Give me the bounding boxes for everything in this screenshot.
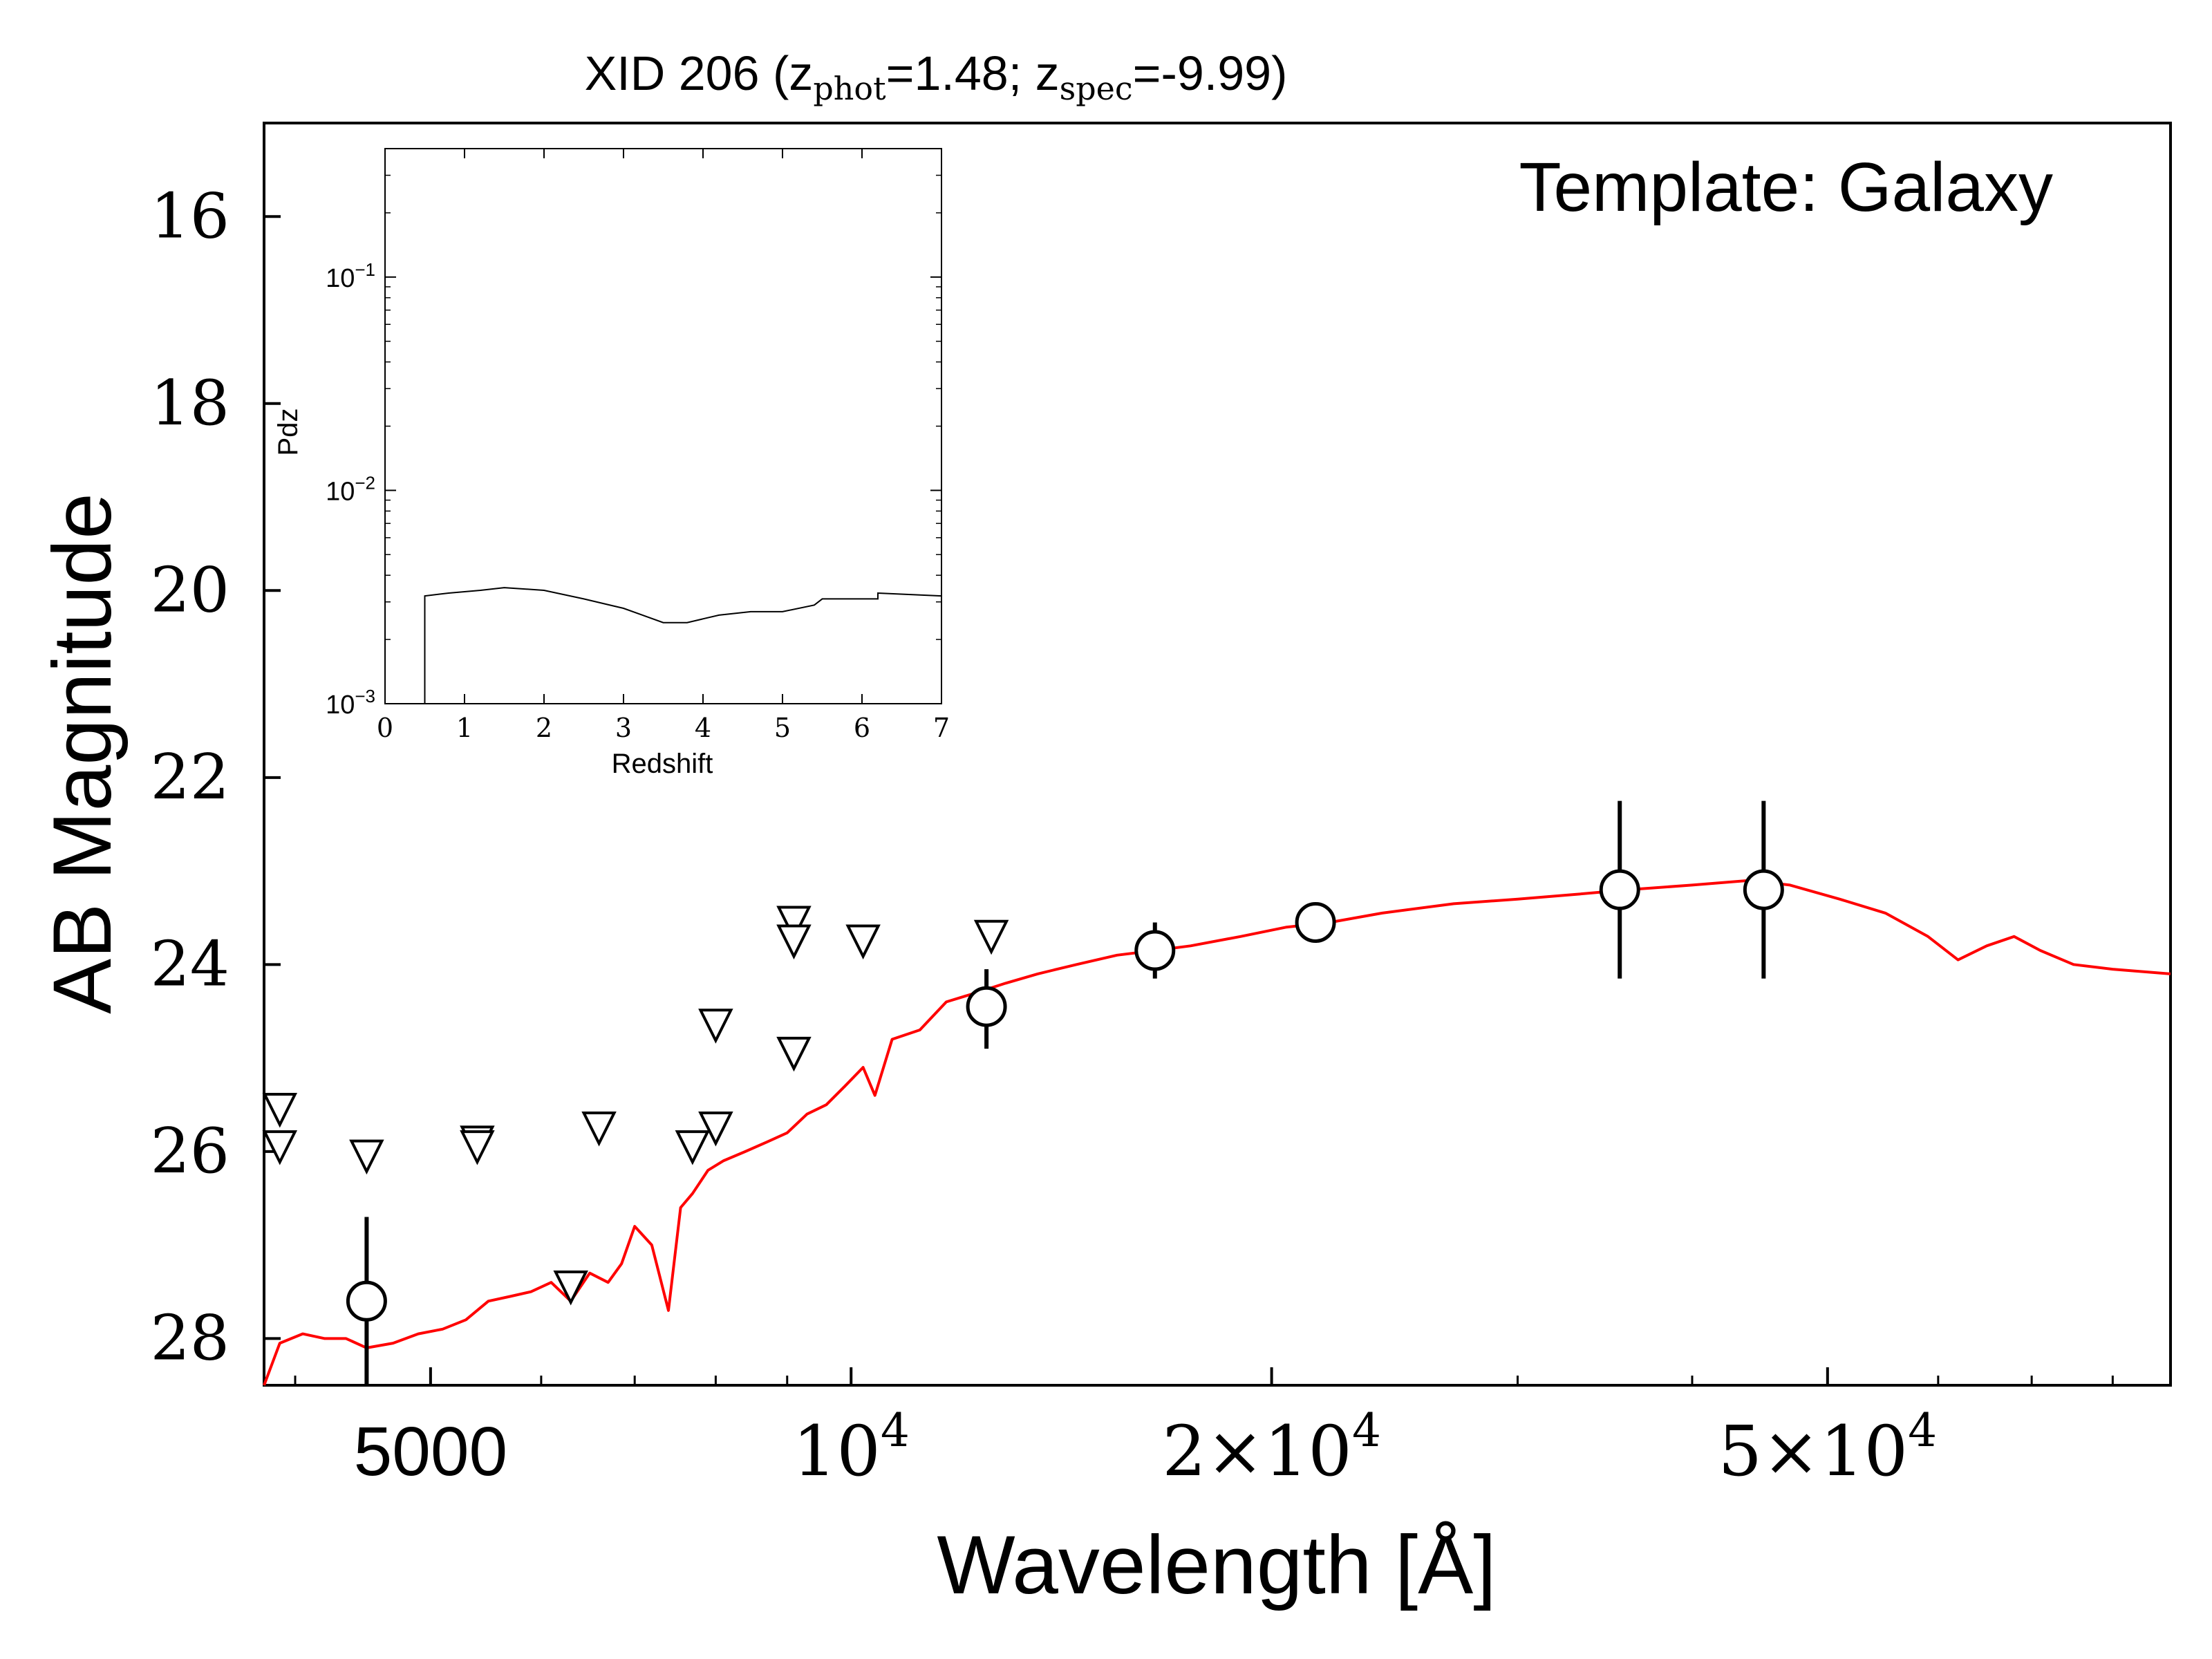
inset-x-tick-label: 3 bbox=[615, 713, 632, 743]
upper-limit-marker bbox=[845, 924, 881, 959]
detection-marker bbox=[1743, 869, 1784, 910]
x-tick-label: 2×104 bbox=[1162, 1404, 1381, 1492]
y-axis-label: AB Magnitude bbox=[36, 493, 129, 1014]
y-tick-label: 20 bbox=[150, 554, 229, 626]
upper-limit-marker bbox=[776, 924, 812, 959]
upper-limit-marker bbox=[553, 1270, 588, 1306]
detection-marker bbox=[1599, 869, 1640, 910]
inset-y-tick-label: 10−1 bbox=[326, 259, 375, 293]
upper-limit-marker bbox=[581, 1112, 617, 1147]
pdz-curve-layer bbox=[424, 587, 942, 704]
inset-x-label: Redshift bbox=[612, 749, 713, 779]
y-tick-label: 18 bbox=[150, 367, 229, 440]
detection-marker bbox=[966, 986, 1007, 1027]
inset-x-tick-label: 6 bbox=[854, 713, 870, 743]
upper-limit-marker bbox=[698, 1009, 733, 1044]
upper-limit-marker bbox=[776, 906, 812, 941]
main-plot-frame bbox=[263, 122, 2172, 1387]
inset-y-tick-label: 10−3 bbox=[326, 686, 375, 720]
y-tick-label: 16 bbox=[150, 180, 229, 252]
x-tick-label: 5×104 bbox=[1718, 1404, 1937, 1492]
y-tick-label: 22 bbox=[150, 741, 229, 814]
x-tick-label: 104 bbox=[793, 1404, 910, 1492]
upper-limit-marker bbox=[698, 1112, 733, 1147]
upper-limit-marker bbox=[349, 1139, 384, 1175]
upper-limit-marker bbox=[776, 1036, 812, 1072]
y-tick-label: 28 bbox=[150, 1302, 229, 1374]
inset-x-tick-label: 1 bbox=[456, 713, 473, 743]
x-tick-label: 5000 bbox=[354, 1413, 507, 1490]
y-tick-label: 26 bbox=[150, 1115, 229, 1188]
upper-limit-marker bbox=[262, 1092, 298, 1128]
inset-y-label: Pdz bbox=[273, 409, 303, 456]
y-tick-label: 24 bbox=[150, 928, 229, 1000]
inset-x-tick-label: 2 bbox=[536, 713, 552, 743]
upper-limit-marker bbox=[262, 1130, 298, 1165]
template-annotation: Template: Galaxy bbox=[1519, 149, 2053, 226]
detection-marker bbox=[1134, 930, 1176, 971]
inset-y-tick-label: 10−2 bbox=[326, 472, 375, 506]
inset-x-tick-label: 0 bbox=[377, 713, 393, 743]
pdz-curve bbox=[424, 587, 942, 704]
detections-layer bbox=[346, 800, 1784, 1385]
detection-marker bbox=[346, 1280, 387, 1322]
detection-marker bbox=[1295, 901, 1336, 943]
chart-title: XID 206 (zphot=1.48; zspec=-9.99) bbox=[585, 46, 1288, 107]
pdz-inset: 0 1 2 3 4 5 6 7 10−1 10−2 10−3 Redshift Pdz bbox=[273, 148, 950, 779]
x-axis-label: Wavelength [Å] bbox=[937, 1519, 1496, 1611]
upper-limit-marker bbox=[973, 919, 1009, 955]
upper-limits-layer bbox=[262, 906, 1009, 1306]
inset-x-tick-label: 5 bbox=[774, 713, 791, 743]
inset-axis-ticks: 0 1 2 3 4 5 6 7 10−1 10−2 10−3 bbox=[326, 148, 950, 743]
inset-x-tick-label: 4 bbox=[695, 713, 711, 743]
inset-x-tick-label: 7 bbox=[933, 713, 950, 743]
upper-limit-marker bbox=[460, 1130, 495, 1165]
inset-frame bbox=[384, 148, 942, 704]
upper-limit-marker bbox=[675, 1130, 711, 1165]
